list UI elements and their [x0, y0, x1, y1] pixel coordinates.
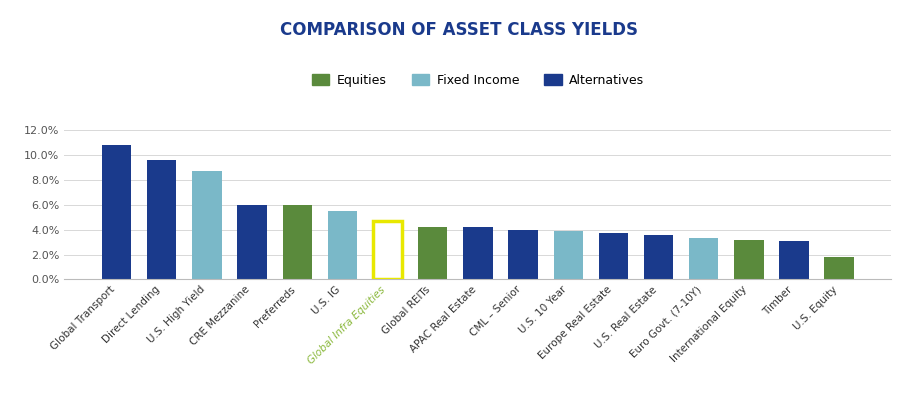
Bar: [508, 230, 538, 279]
Bar: [328, 211, 357, 279]
Bar: [734, 240, 764, 279]
Bar: [147, 160, 176, 279]
Text: COMPARISON OF ASSET CLASS YIELDS: COMPARISON OF ASSET CLASS YIELDS: [280, 21, 639, 39]
Bar: [237, 205, 267, 279]
Bar: [373, 221, 403, 279]
Bar: [102, 145, 131, 279]
Bar: [824, 257, 854, 279]
Legend: Equities, Fixed Income, Alternatives: Equities, Fixed Income, Alternatives: [307, 69, 649, 92]
Bar: [373, 221, 403, 279]
Bar: [192, 171, 221, 279]
Bar: [463, 227, 493, 279]
Bar: [644, 235, 674, 279]
Bar: [689, 238, 719, 279]
Bar: [598, 233, 628, 279]
Bar: [553, 231, 583, 279]
Bar: [282, 205, 312, 279]
Bar: [418, 227, 448, 279]
Bar: [779, 241, 809, 279]
